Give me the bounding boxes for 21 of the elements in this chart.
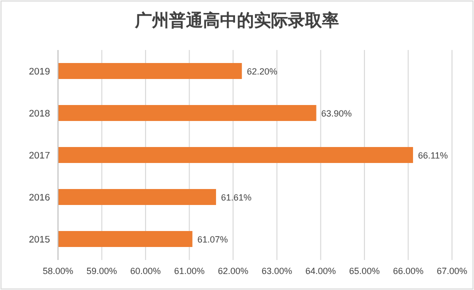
y-tick-label: 2019 (28, 66, 50, 78)
data-label: 63.90% (321, 108, 352, 118)
x-tick-label: 61.00% (174, 266, 205, 276)
x-tick-label: 66.00% (392, 266, 424, 276)
x-tick-label: 67.00% (436, 266, 468, 276)
x-tick-label: 63.00% (262, 266, 292, 276)
y-tick-label: 2018 (28, 108, 50, 120)
data-label: 62.20% (246, 66, 278, 76)
chart-title: 广州普通高中的实际录取率 (134, 10, 339, 30)
data-label: 66.11% (418, 150, 448, 160)
y-tick-label: 2016 (28, 192, 50, 204)
data-label: 61.61% (221, 192, 252, 202)
x-tick-label: 58.00% (42, 266, 74, 276)
x-tick-label: 64.00% (305, 266, 336, 276)
x-tick-label: 59.00% (86, 266, 118, 276)
x-tick-label: 65.00% (349, 266, 380, 276)
x-tick-label: 62.00% (218, 266, 248, 276)
y-tick-label: 2015 (28, 234, 50, 246)
x-tick-label: 60.00% (130, 266, 161, 276)
data-label: 61.07% (197, 234, 228, 244)
y-tick-label: 2017 (28, 150, 50, 162)
